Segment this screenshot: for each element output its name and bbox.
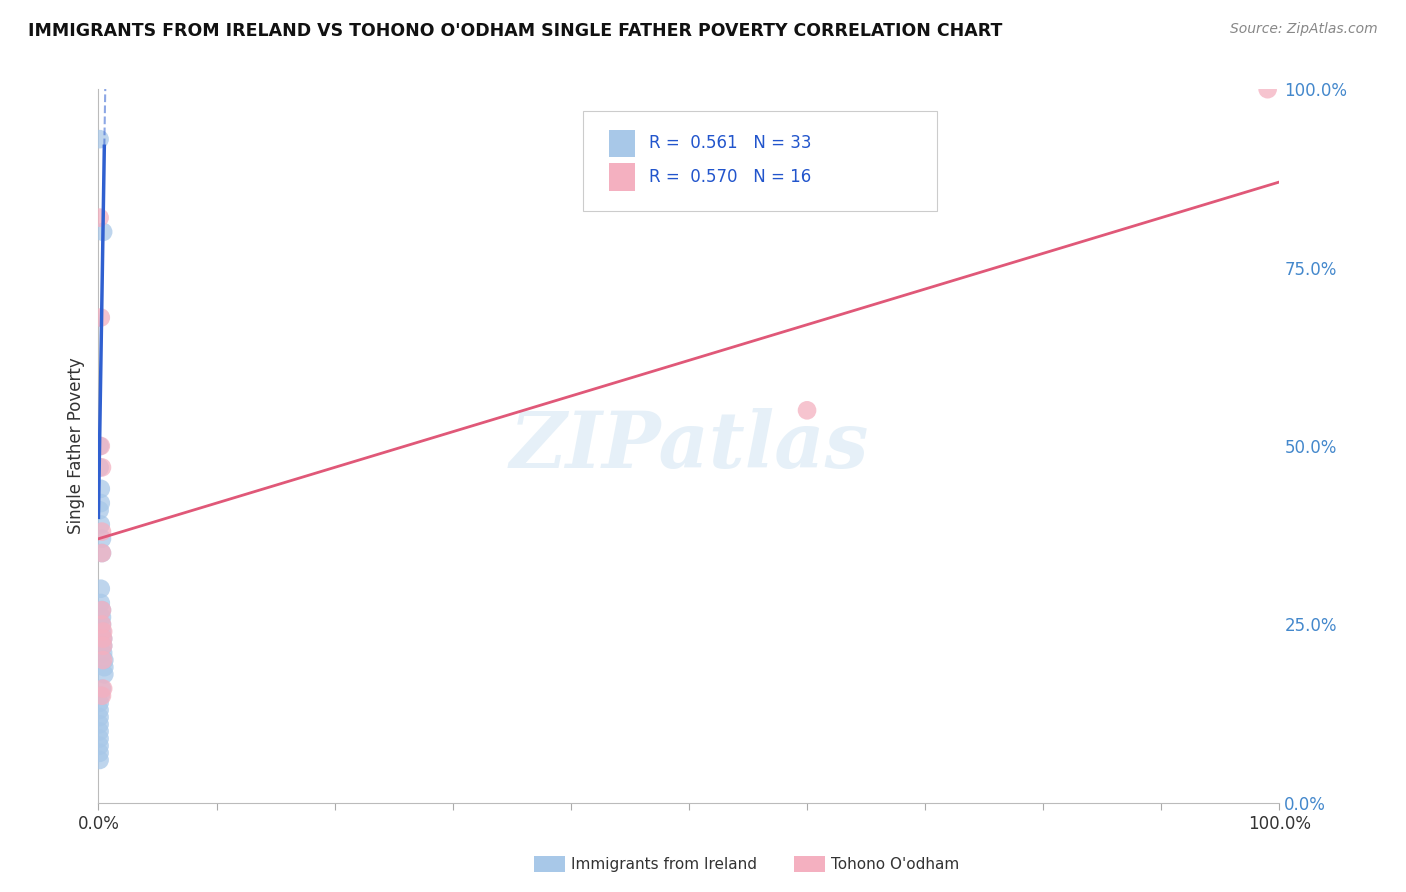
Text: Immigrants from Ireland: Immigrants from Ireland xyxy=(571,857,756,871)
Point xyxy=(89,703,111,717)
Point xyxy=(89,724,111,739)
Point xyxy=(89,460,111,475)
Point xyxy=(796,403,818,417)
Y-axis label: Single Father Poverty: Single Father Poverty xyxy=(66,358,84,534)
Point xyxy=(90,596,112,610)
Text: Tohono O'odham: Tohono O'odham xyxy=(831,857,959,871)
Point xyxy=(91,603,114,617)
Point xyxy=(93,660,115,674)
Point xyxy=(91,546,114,560)
Point xyxy=(89,739,111,753)
Point xyxy=(90,496,112,510)
Point xyxy=(91,681,114,696)
Point xyxy=(89,731,111,746)
FancyBboxPatch shape xyxy=(582,111,936,211)
Point xyxy=(91,610,114,624)
Point xyxy=(91,646,114,660)
Point xyxy=(90,439,112,453)
Point xyxy=(90,310,112,325)
Point xyxy=(93,667,115,681)
Text: Source: ZipAtlas.com: Source: ZipAtlas.com xyxy=(1230,22,1378,37)
Point xyxy=(89,503,111,517)
Point xyxy=(91,460,114,475)
FancyBboxPatch shape xyxy=(609,130,634,157)
Point xyxy=(91,624,114,639)
Point xyxy=(90,517,112,532)
Point xyxy=(89,746,111,760)
Point xyxy=(91,617,114,632)
Point xyxy=(91,603,114,617)
Point xyxy=(89,717,111,731)
Text: R =  0.570   N = 16: R = 0.570 N = 16 xyxy=(648,168,811,186)
Point xyxy=(91,632,114,646)
Point xyxy=(91,617,114,632)
Point xyxy=(91,653,114,667)
Point xyxy=(89,710,111,724)
Point xyxy=(90,582,112,596)
Point xyxy=(91,681,114,696)
Point xyxy=(91,689,114,703)
Point xyxy=(89,439,111,453)
Point xyxy=(91,639,114,653)
Text: ZIPatlas: ZIPatlas xyxy=(509,408,869,484)
Point xyxy=(91,524,114,539)
Text: R =  0.561   N = 33: R = 0.561 N = 33 xyxy=(648,135,811,153)
Point xyxy=(91,639,114,653)
Point xyxy=(89,753,111,767)
Point xyxy=(90,689,112,703)
Point xyxy=(1257,82,1279,96)
Point xyxy=(90,482,112,496)
Point xyxy=(89,696,111,710)
Point xyxy=(89,132,111,146)
Point xyxy=(91,532,114,546)
Point xyxy=(91,225,114,239)
Text: IMMIGRANTS FROM IRELAND VS TOHONO O'ODHAM SINGLE FATHER POVERTY CORRELATION CHAR: IMMIGRANTS FROM IRELAND VS TOHONO O'ODHA… xyxy=(28,22,1002,40)
FancyBboxPatch shape xyxy=(609,163,634,191)
Point xyxy=(91,632,114,646)
Point xyxy=(91,624,114,639)
Point xyxy=(91,546,114,560)
Point xyxy=(89,211,111,225)
Point xyxy=(93,653,115,667)
